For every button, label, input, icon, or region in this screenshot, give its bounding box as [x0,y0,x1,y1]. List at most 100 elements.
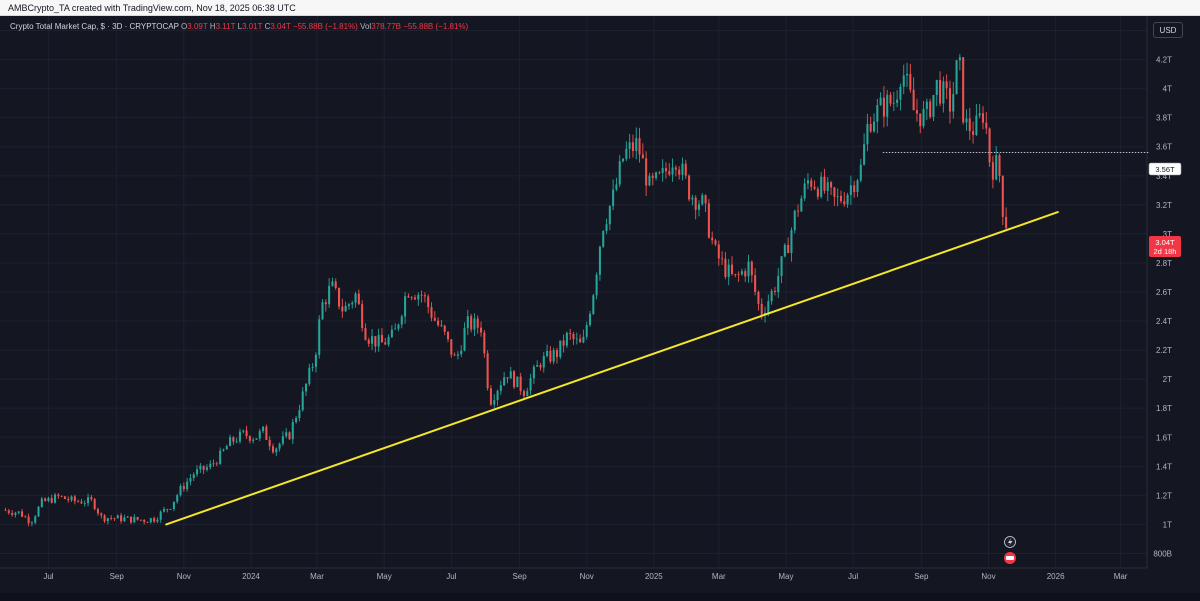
candle-body [793,210,796,231]
candle-body [404,296,407,317]
candle-body [116,515,119,519]
candle-body [110,518,113,519]
candle-body [892,102,895,104]
candle-body [856,180,859,192]
price-axis[interactable]: 4.4T4.2T4T3.8T3.6T3.4T3.2T3T2.8T2.6T2.4T… [1153,27,1172,559]
candle-body [889,94,892,104]
candle-body [331,281,334,286]
high-label: H [209,22,216,31]
high-value: 3.11T [215,22,236,31]
candle-body [612,189,615,207]
candle-body [314,354,317,367]
candle-body [202,465,205,470]
candle-body [668,171,671,175]
trendline[interactable] [165,211,1059,526]
price-chart[interactable]: 4.4T4.2T4T3.8T3.6T3.4T3.2T3T2.8T2.6T2.4T… [0,16,1200,593]
candle-body [304,383,308,392]
price-line-tag: 3.56T [1148,162,1182,176]
candle-body [113,518,116,520]
x-tick-label: Nov [580,572,594,581]
candle-body [991,162,994,180]
candle-body [846,194,849,205]
candle-body [843,201,846,205]
y-tick-label: 4.2T [1156,56,1172,65]
candle-body [628,142,631,149]
candle-body [503,377,506,386]
candle-body [486,353,489,389]
candle-body [800,198,803,212]
candle-body [532,366,535,379]
candle-body [215,463,218,465]
x-tick-label: May [377,572,392,581]
symbol-name[interactable]: Crypto Total Market Cap, $ · 3D · CRYPTO… [10,22,179,31]
candle-body [730,264,734,275]
candle-body [380,334,383,343]
y-tick-label: 3.2T [1156,201,1172,210]
candle-body [37,506,40,517]
candle-body [139,519,142,521]
candle-body [480,327,483,333]
candle-body [67,498,70,501]
candle-body [24,516,27,518]
candle-body [153,518,156,522]
candle-body [592,295,595,314]
candle-body [773,290,776,292]
event-markers[interactable] [1004,536,1016,565]
candle-body [962,57,965,123]
y-tick-label: 2T [1163,375,1172,384]
x-tick-label: Jul [848,572,858,581]
candle-body [770,290,773,302]
candle-body [575,338,578,340]
candle-body [387,337,390,345]
symbol-legend[interactable]: Crypto Total Market Cap, $ · 3D · CRYPTO… [10,22,468,31]
candle-body [757,291,760,304]
volume-value: 378.77B [371,22,401,31]
candle-body [483,332,486,354]
candle-body [354,293,357,303]
candle-body [371,336,374,344]
candle-body [1001,175,1004,217]
candle-body [212,463,215,465]
time-axis[interactable]: Jul Sep Nov 2024 Mar May Jul Sep Nov 2025 Mar May Ju… [43,572,1127,581]
candle-body [896,99,899,103]
candle-body [972,131,975,135]
last-price-label: 3.04T [1155,238,1175,247]
y-gridlines [0,30,1147,554]
candle-body [711,237,714,241]
candle-body [417,294,420,300]
y-tick-label: 1.2T [1156,491,1172,500]
candle-body [176,495,179,502]
candle-body [684,163,687,176]
price-line-label: 3.56T [1155,165,1175,174]
candle-body [129,516,133,523]
candle-body [262,426,265,432]
candle-body [849,185,852,195]
candle-body [529,378,532,391]
candle-body [655,172,658,179]
candle-body [225,446,228,450]
candle-body [334,281,337,288]
candle-body [866,123,869,145]
candle-body [229,437,232,447]
candle-body [1005,216,1008,229]
candle-body [11,513,14,515]
candle-body [182,486,185,490]
y-tick-label: 2.6T [1156,288,1172,297]
chart-panel[interactable]: 4.4T4.2T4T3.8T3.6T3.4T3.2T3T2.8T2.6T2.4T… [0,16,1200,593]
currency-button[interactable]: USD [1153,22,1183,38]
candle-body [427,296,430,308]
candle-body [671,167,674,175]
candle-body [271,446,275,453]
candle-body [948,88,951,112]
lightning-icon[interactable] [1004,536,1016,548]
candle-body [664,168,667,172]
candle-body [87,497,90,504]
candle-body [988,128,991,163]
x-tick-label: Mar [310,572,324,581]
candle-body [981,113,985,123]
candle-body [437,320,440,326]
candle-body [453,354,456,356]
candle-body [50,497,53,503]
candle-body [744,271,747,277]
earnings-flag-icon[interactable] [1004,552,1016,564]
